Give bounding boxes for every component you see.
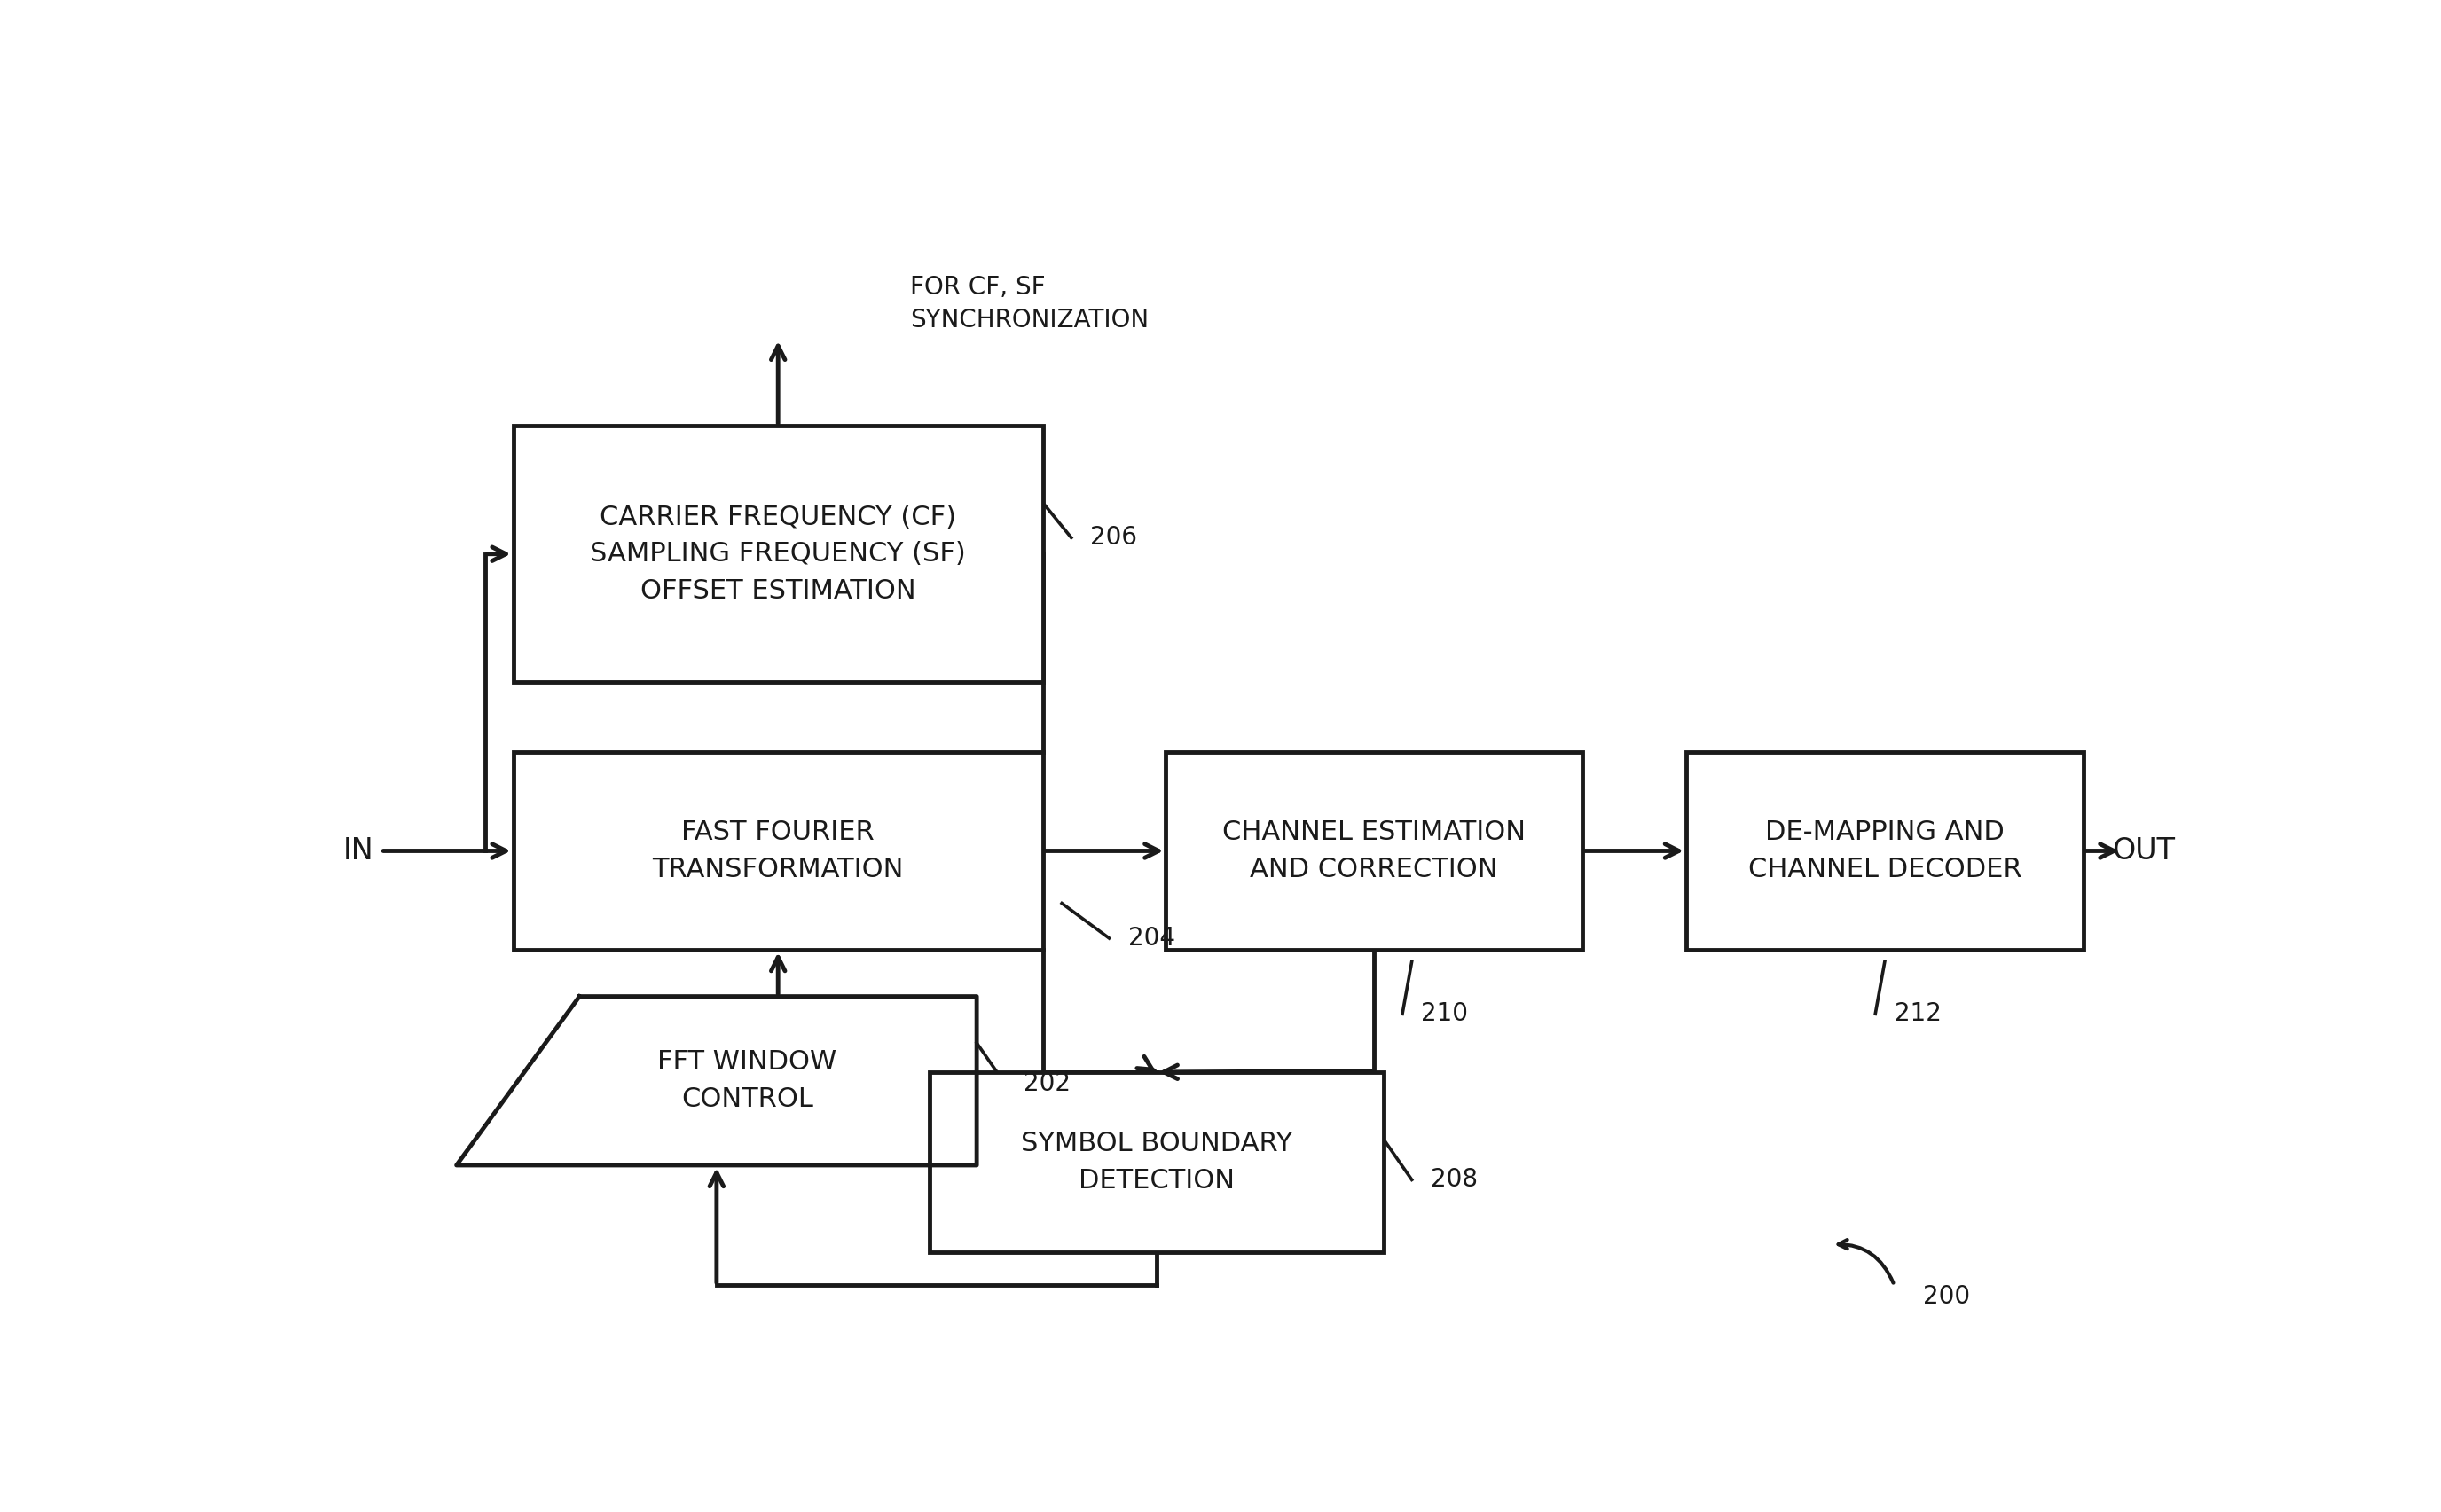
Text: 212: 212 — [1894, 1001, 1941, 1027]
FancyBboxPatch shape — [930, 1072, 1384, 1252]
Text: 206: 206 — [1091, 525, 1138, 550]
Text: SYMBOL BOUNDARY
DETECTION: SYMBOL BOUNDARY DETECTION — [1020, 1131, 1291, 1193]
FancyBboxPatch shape — [1687, 751, 2085, 950]
Text: 204: 204 — [1128, 925, 1174, 951]
Text: FOR CF, SF
SYNCHRONIZATION: FOR CF, SF SYNCHRONIZATION — [910, 275, 1150, 333]
FancyBboxPatch shape — [513, 751, 1042, 950]
Text: FAST FOURIER
TRANSFORMATION: FAST FOURIER TRANSFORMATION — [652, 820, 903, 881]
Text: 208: 208 — [1430, 1167, 1477, 1191]
FancyBboxPatch shape — [513, 426, 1042, 682]
Text: 200: 200 — [1924, 1284, 1970, 1309]
Text: 210: 210 — [1421, 1001, 1469, 1027]
FancyBboxPatch shape — [1167, 751, 1582, 950]
Text: 202: 202 — [1025, 1072, 1072, 1096]
Text: IN: IN — [342, 836, 373, 865]
Text: FFT WINDOW
CONTROL: FFT WINDOW CONTROL — [657, 1049, 837, 1113]
Text: DE-MAPPING AND
CHANNEL DECODER: DE-MAPPING AND CHANNEL DECODER — [1748, 820, 2021, 881]
FancyArrowPatch shape — [1838, 1240, 1894, 1282]
Text: CARRIER FREQUENCY (CF)
SAMPLING FREQUENCY (SF)
OFFSET ESTIMATION: CARRIER FREQUENCY (CF) SAMPLING FREQUENC… — [591, 503, 967, 603]
Text: OUT: OUT — [2111, 836, 2175, 865]
Text: CHANNEL ESTIMATION
AND CORRECTION: CHANNEL ESTIMATION AND CORRECTION — [1223, 820, 1526, 881]
